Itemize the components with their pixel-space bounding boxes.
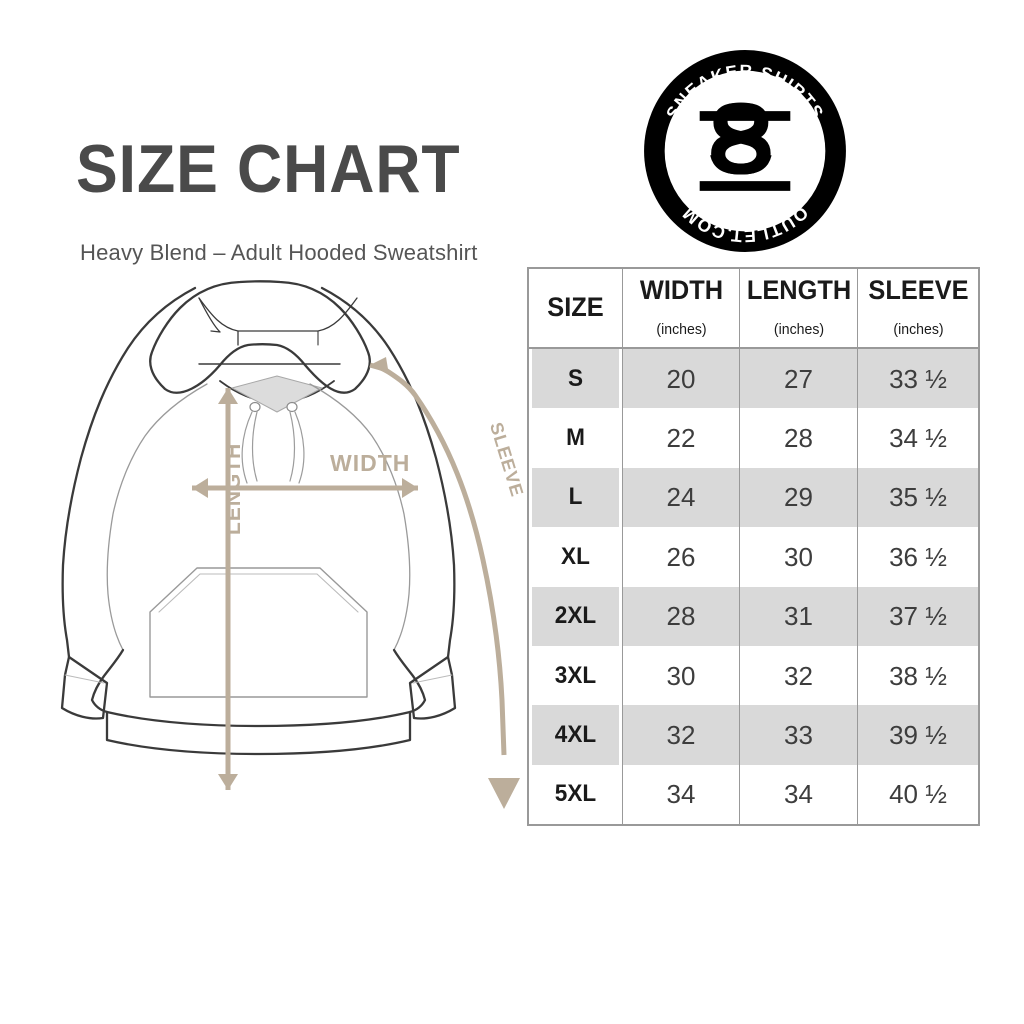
svg-text:S: S bbox=[707, 84, 774, 196]
